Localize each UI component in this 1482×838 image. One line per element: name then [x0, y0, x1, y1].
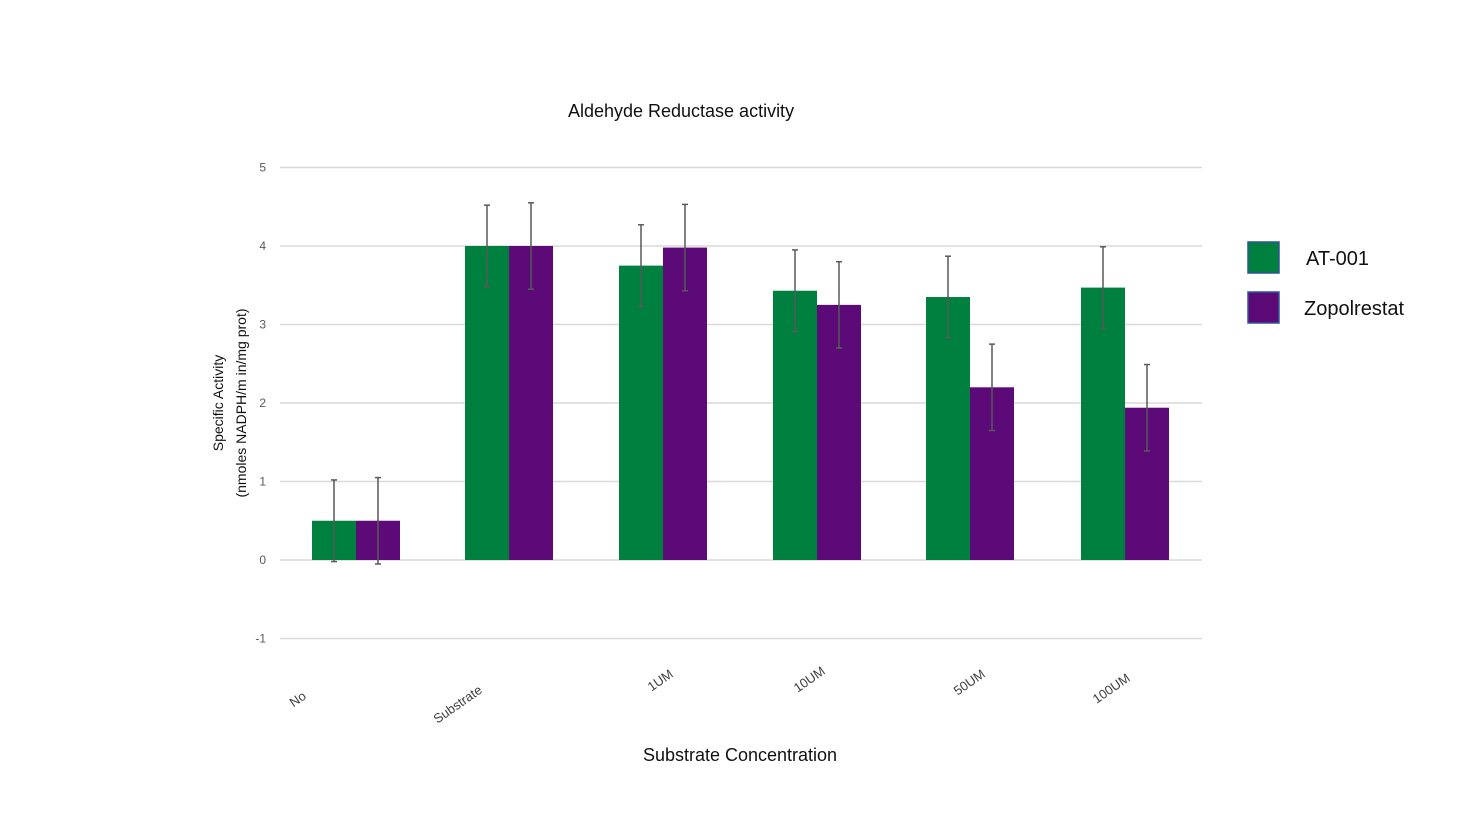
bars — [312, 246, 1169, 560]
y-tick-label: 4 — [259, 239, 266, 253]
error-bar — [331, 479, 337, 563]
error-bar — [836, 260, 842, 349]
y-axis-title-line: Specific Activity — [210, 355, 226, 451]
error-bars — [331, 202, 1150, 565]
legend-item: AT-001 — [1247, 241, 1369, 274]
x-tick-label: 100UM — [1090, 670, 1133, 706]
x-tick-label: 10UM — [791, 663, 828, 695]
error-bar — [792, 249, 798, 333]
x-tick-label: 50UM — [951, 666, 988, 698]
bar-zopolrestat-1um — [663, 247, 707, 560]
error-bar — [1144, 363, 1150, 452]
x-tick-label: 1UM — [645, 666, 676, 694]
legend: AT-001 Zopolrestat — [1247, 241, 1404, 324]
error-bar — [484, 204, 490, 288]
legend-label: Zopolrestat — [1304, 298, 1404, 320]
x-axis-title: Substrate Concentration — [643, 745, 837, 765]
error-bar — [375, 476, 381, 565]
y-tick-label: 2 — [259, 396, 266, 410]
x-tick-label: Substrate — [431, 682, 485, 726]
bar-zopolrestat-substrate — [509, 246, 553, 560]
error-bar — [1100, 246, 1106, 330]
bar-at-001-1um — [619, 265, 663, 560]
y-tick-label: 1 — [259, 475, 266, 489]
legend-swatch — [1247, 241, 1280, 274]
bar-at-001-100um — [1081, 287, 1125, 560]
y-axis-title-line: (nmoles NADPH/m in/mg prot) — [233, 308, 249, 497]
y-tick-label: -1 — [255, 632, 266, 646]
y-axis-ticks: -1 0 1 2 3 4 5 — [255, 161, 266, 646]
x-axis-ticks: No Substrate 1UM 10UM 50UM 100UM — [286, 663, 1132, 726]
error-bar — [682, 203, 688, 292]
bar-at-001-50um — [926, 297, 970, 560]
y-tick-label: 3 — [259, 318, 266, 332]
legend-item: Zopolrestat — [1247, 291, 1404, 324]
y-axis-title: Specific Activity (nmoles NADPH/m in/mg p… — [210, 308, 249, 497]
error-bar — [945, 255, 951, 339]
bar-at-001-10um — [773, 290, 817, 560]
error-bar — [528, 202, 534, 290]
error-bar — [638, 224, 644, 308]
gridlines — [280, 166, 1202, 640]
error-bar — [989, 343, 995, 432]
y-tick-label: 5 — [259, 161, 266, 175]
legend-swatch — [1247, 291, 1280, 324]
chart-title: Aldehyde Reductase activity — [568, 101, 794, 121]
x-tick-label: No — [286, 688, 308, 710]
legend-label: AT-001 — [1306, 248, 1369, 270]
y-tick-label: 0 — [259, 553, 266, 567]
bar-at-001-substrate — [465, 246, 509, 560]
